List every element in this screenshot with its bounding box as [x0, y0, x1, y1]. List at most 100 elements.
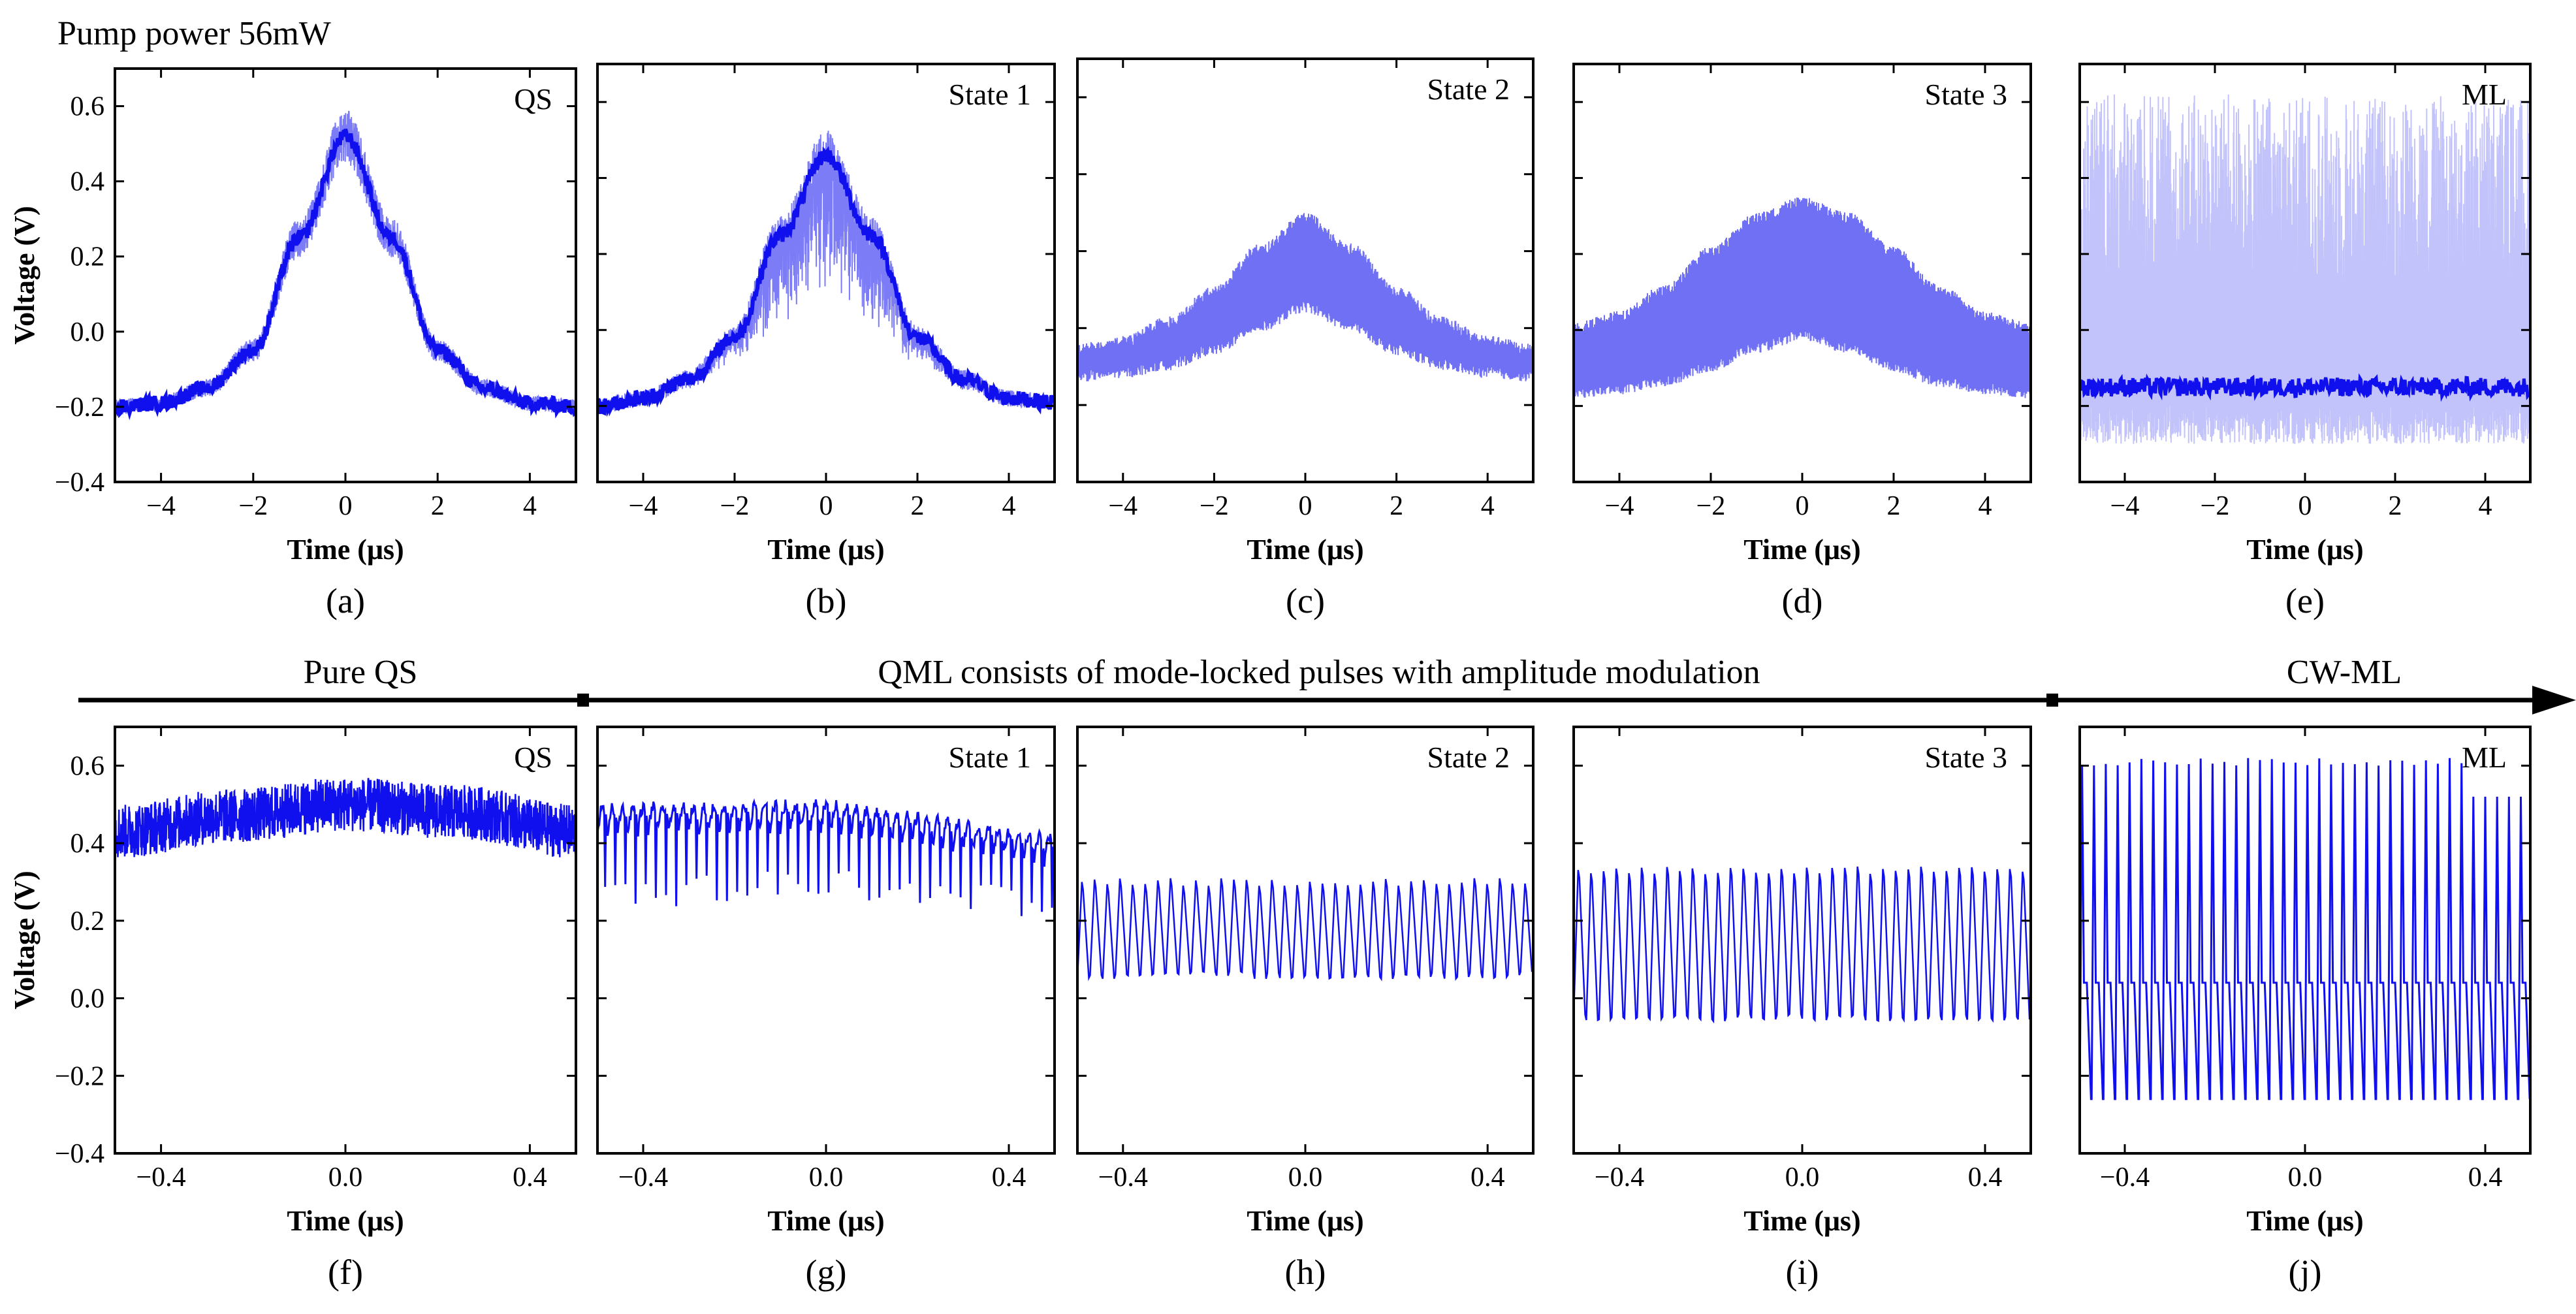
- x-tick-label-i-0: −0.4: [1595, 1162, 1644, 1193]
- series-b: [597, 146, 1055, 417]
- series-spread-a: [115, 110, 576, 416]
- x-axis-title-d: Time (μs): [1743, 534, 1860, 566]
- y-tick-label-a-2: 0.0: [71, 317, 105, 347]
- x-tick-label-j-1: 0.0: [2288, 1162, 2323, 1193]
- series-a: [115, 128, 576, 421]
- plot-area-f: [115, 777, 576, 857]
- plot-area-c: [1077, 213, 1533, 381]
- state-label-a: QS: [514, 82, 552, 116]
- regime-divider-right: [2046, 694, 2058, 707]
- x-tick-label-b-0: −4: [629, 491, 658, 521]
- x-tick-label-a-2: 0: [339, 491, 353, 521]
- x-tick-label-d-1: −2: [1696, 491, 1726, 521]
- panel-caption-a: (a): [326, 581, 365, 620]
- axes-frame-g: [596, 726, 1056, 1155]
- x-tick-label-b-3: 2: [911, 491, 925, 521]
- chart-d: −4 −2 0 2 4 Time (μs) State 3 (d): [1572, 63, 2032, 620]
- x-tick-label-i-1: 0.0: [1785, 1162, 1820, 1193]
- axes-frame-b: [596, 63, 1056, 483]
- y-tick-label-f-3: 0.2: [71, 906, 105, 937]
- plot-area-e: [2080, 94, 2530, 444]
- x-axis-title-g: Time (μs): [767, 1205, 884, 1237]
- chart-a: −4 −2 0 2 4 −0.4 −0.2 0.0 0.2 0.4 0.6 Time (μs) Volt…: [8, 67, 577, 620]
- regime-arrow-head: [2532, 686, 2576, 714]
- series-e: [2080, 94, 2530, 444]
- x-axis-title-c: Time (μs): [1247, 534, 1363, 566]
- panel-caption-i: (i): [1786, 1253, 1819, 1292]
- state-label-g: State 1: [949, 741, 1031, 774]
- x-axis-title-a: Time (μs): [287, 534, 404, 566]
- x-tick-label-i-2: 0.4: [1968, 1162, 2003, 1193]
- panel-caption-g: (g): [806, 1253, 847, 1292]
- plot-area-d: [1574, 197, 2031, 398]
- panel-caption-c: (c): [1286, 581, 1325, 620]
- x-tick-label-c-2: 0: [1299, 491, 1312, 521]
- y-tick-label-a-0: −0.4: [55, 468, 104, 498]
- series-i: [1574, 866, 2031, 1024]
- x-tick-label-h-1: 0.0: [1288, 1162, 1323, 1193]
- x-tick-label-b-2: 0: [819, 491, 833, 521]
- x-tick-label-j-0: −0.4: [2100, 1162, 2150, 1193]
- chart-h: −0.4 0.0 0.4 Time (μs) State 2 (h): [1076, 726, 1534, 1292]
- chart-e: −4 −2 0 2 4 Time (μs) ML (e): [2078, 63, 2532, 620]
- x-tick-label-e-1: −2: [2201, 491, 2230, 521]
- state-label-d: State 3: [1925, 78, 2007, 111]
- x-axis-title-i: Time (μs): [1743, 1205, 1860, 1237]
- panel-caption-e: (e): [2285, 581, 2325, 620]
- x-tick-label-c-4: 4: [1481, 491, 1495, 521]
- x-tick-label-b-1: −2: [720, 491, 750, 521]
- regime-label-qml: QML consists of mode-locked pulses with …: [878, 654, 1760, 691]
- x-tick-label-e-3: 2: [2389, 491, 2402, 521]
- x-tick-label-f-1: 0.0: [328, 1162, 363, 1193]
- regime-arrow: [78, 686, 2576, 714]
- x-axis-title-j: Time (μs): [2246, 1205, 2363, 1237]
- series-d: [1574, 197, 2031, 398]
- y-tick-label-a-4: 0.4: [71, 167, 105, 197]
- chart-b: −4 −2 0 2 4 Time (μs) State 1 (b): [596, 63, 1056, 620]
- panel-caption-b: (b): [806, 581, 847, 620]
- y-tick-label-f-5: 0.6: [71, 751, 105, 781]
- x-tick-label-e-4: 4: [2479, 491, 2492, 521]
- y-tick-label-f-2: 0.0: [71, 984, 105, 1014]
- y-tick-label-f-1: −0.2: [55, 1061, 104, 1091]
- panels: −4 −2 0 2 4 −0.4 −0.2 0.0 0.2 0.4 0.6 Time (μs) Volt…: [8, 57, 2532, 1292]
- chart-j: −0.4 0.0 0.4 Time (μs) ML (j): [2078, 726, 2532, 1292]
- x-tick-label-d-0: −4: [1605, 491, 1634, 521]
- x-tick-label-g-1: 0.0: [809, 1162, 844, 1193]
- y-tick-label-f-4: 0.4: [71, 829, 105, 859]
- x-axis-title-f: Time (μs): [287, 1205, 404, 1237]
- x-tick-label-a-4: 4: [523, 491, 537, 521]
- regime-label-pure-qs: Pure QS: [304, 654, 418, 691]
- series-j: [2080, 758, 2530, 1100]
- panel-caption-f: (f): [328, 1253, 363, 1292]
- y-tick-label-f-0: −0.4: [55, 1139, 104, 1169]
- chart-i: −0.4 0.0 0.4 Time (μs) State 3 (i): [1572, 726, 2032, 1292]
- pump-power-label: Pump power 56mW: [57, 15, 331, 52]
- x-tick-label-a-1: −2: [238, 491, 268, 521]
- x-tick-label-d-3: 2: [1887, 491, 1901, 521]
- plot-area-a: [115, 110, 576, 421]
- y-axis-title-a: Voltage (V): [8, 206, 40, 344]
- plot-area-i: [1574, 866, 2031, 1024]
- x-tick-label-g-2: 0.4: [992, 1162, 1026, 1193]
- x-tick-label-h-0: −0.4: [1098, 1162, 1148, 1193]
- x-tick-label-c-1: −2: [1200, 491, 1229, 521]
- state-label-c: State 2: [1427, 72, 1510, 106]
- panel-caption-d: (d): [1782, 581, 1823, 620]
- plot-area-j: [2080, 758, 2530, 1100]
- chart-c: −4 −2 0 2 4 Time (μs) State 2 (c): [1076, 57, 1534, 620]
- chart-g: −0.4 0.0 0.4 Time (μs) State 1 (g): [596, 726, 1056, 1292]
- axes-frame-h: [1076, 726, 1534, 1155]
- series-f: [115, 777, 576, 857]
- state-label-f: QS: [514, 741, 552, 774]
- x-tick-label-c-3: 2: [1390, 491, 1403, 521]
- series-g: [597, 798, 1055, 916]
- chart-f: −0.4 0.0 0.4 −0.4 −0.2 0.0 0.2 0.4 0.6 Time (μs) V…: [8, 726, 577, 1292]
- x-tick-label-e-2: 0: [2298, 491, 2312, 521]
- panel-caption-j: (j): [2289, 1253, 2322, 1292]
- x-tick-label-h-2: 0.4: [1471, 1162, 1505, 1193]
- x-tick-label-e-0: −4: [2110, 491, 2140, 521]
- series-spread-b: [597, 131, 1055, 413]
- series-c: [1077, 213, 1533, 381]
